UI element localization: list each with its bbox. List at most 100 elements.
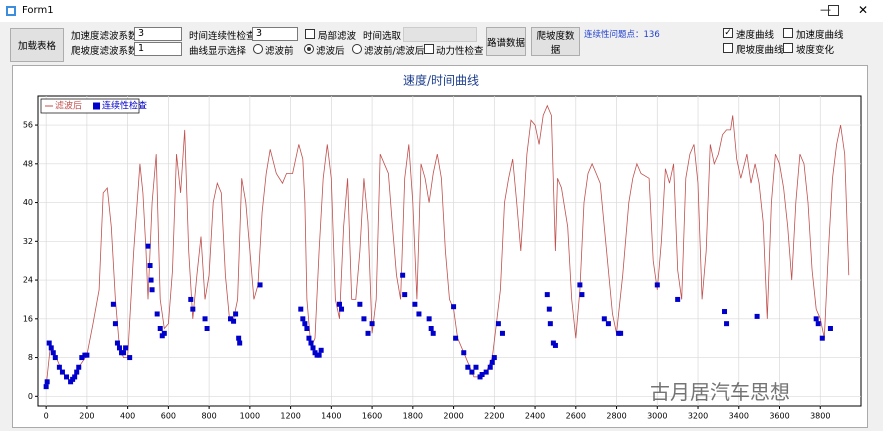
x-tick-label: 1400 [321, 412, 341, 421]
legend-label: 滤波后 [55, 100, 82, 112]
scatter-point [618, 330, 624, 336]
scatter-point [547, 321, 553, 327]
checkbox-label: 坡度变化 [796, 45, 835, 56]
scatter-point [231, 318, 237, 324]
checkbox[interactable]: ✓ [723, 28, 733, 38]
checkbox[interactable] [424, 44, 434, 54]
close-button[interactable]: ✕ [858, 3, 869, 17]
y-tick-label: 0 [28, 392, 33, 401]
scatter-point [483, 369, 489, 375]
scatter-point [308, 340, 314, 346]
scatter-point [495, 321, 501, 327]
scatter-point [44, 379, 50, 385]
scatter-point [827, 326, 833, 331]
scatter-point [56, 364, 62, 370]
watermark: 古月居汽车思想 [650, 380, 790, 404]
scatter-point [412, 301, 418, 307]
radio-label: 滤波前/滤波后 [364, 46, 425, 57]
x-tick-label: 400 [120, 412, 135, 421]
legend-label: 连续性检查 [102, 100, 147, 112]
text-input[interactable] [403, 27, 477, 42]
y-tick-label: 24 [23, 276, 33, 285]
scatter-point [487, 364, 493, 370]
chart: 速度/时间曲线 0 8 16 24 32 40 48 56 0 200 400 600 800 1000 1… [12, 65, 868, 428]
scatter-point [361, 316, 367, 322]
scatter-point [815, 321, 821, 327]
scatter-point [298, 306, 304, 312]
minimize-button[interactable]: — [820, 3, 831, 16]
scatter-point [84, 352, 90, 358]
radio[interactable] [253, 44, 263, 54]
scatter-point [161, 330, 167, 336]
scatter-point [451, 304, 457, 310]
window-title: Form1 [22, 5, 54, 16]
scatter-point [148, 277, 154, 283]
scatter-point [306, 335, 312, 341]
scatter-point [722, 309, 728, 315]
numeric-input[interactable]: 1 [134, 42, 182, 56]
y-tick-label: 32 [23, 237, 33, 246]
x-tick-label: 0 [44, 412, 49, 421]
numeric-input[interactable]: 3 [134, 27, 182, 41]
legend-box [40, 98, 140, 114]
checkbox[interactable] [783, 28, 793, 38]
scatter-point [318, 347, 324, 353]
legend-swatch [93, 102, 101, 110]
load-button[interactable]: 加载表格 [10, 28, 64, 62]
scatter-point [188, 296, 194, 302]
scatter-point [544, 292, 550, 298]
maximize-button[interactable] [828, 5, 839, 16]
x-tick-label: 3200 [688, 412, 708, 421]
scatter-point [114, 340, 120, 346]
scatter-point [236, 335, 242, 341]
scatter-point [552, 342, 558, 348]
label: 曲线显示选择 [189, 46, 247, 57]
checkbox[interactable] [783, 43, 793, 53]
title-bar [0, 0, 883, 22]
issue-count: 连续性问题点：136 [584, 30, 660, 40]
scatter-point [123, 345, 129, 351]
scatter-point [48, 345, 54, 351]
label: 时间选取 [363, 31, 402, 42]
radio[interactable] [304, 44, 314, 54]
scatter-point [426, 316, 432, 322]
y-tick-label: 40 [23, 198, 33, 207]
radio[interactable] [352, 44, 362, 54]
speed-line [45, 104, 850, 387]
x-tick-label: 200 [79, 412, 94, 421]
checkbox-label: 局部滤波 [318, 31, 357, 42]
scatter-point [357, 301, 363, 307]
x-tick-label: 1000 [240, 412, 260, 421]
x-tick-label: 3000 [647, 412, 667, 421]
numeric-input[interactable]: 3 [252, 27, 298, 41]
scatter-point [112, 321, 118, 327]
checkbox-label: 爬坡度曲线 [736, 45, 784, 56]
scatter-point [237, 340, 243, 346]
checkbox[interactable] [723, 43, 733, 53]
scatter-point [400, 272, 406, 278]
y-tick-label: 48 [23, 159, 33, 168]
scatter-point [74, 369, 80, 375]
scatter-point [654, 282, 660, 288]
checkbox[interactable] [305, 29, 315, 39]
x-tick-label: 1200 [280, 412, 300, 421]
app-icon [6, 6, 16, 16]
scatter-point [190, 306, 196, 312]
checkbox-label: 动力性检查 [436, 46, 484, 57]
x-tick-label: 1600 [362, 412, 382, 421]
scatter-point [430, 330, 436, 336]
scatter-point [479, 372, 485, 378]
scatter-point [310, 345, 316, 351]
x-tick-label: 3800 [810, 412, 830, 421]
scatter-point [724, 321, 730, 327]
scatter-point [79, 355, 85, 361]
road-button[interactable]: 路谱数据 [486, 27, 526, 56]
radio-label: 滤波后 [316, 46, 345, 57]
slope-button[interactable]: 爬坡度数据 [531, 27, 580, 56]
label: 爬坡度滤波系数 [71, 46, 138, 57]
scatter-point [157, 326, 163, 331]
scatter-point [499, 330, 505, 336]
label: 加速度滤波系数 [71, 31, 138, 42]
scatter-point [579, 292, 585, 298]
